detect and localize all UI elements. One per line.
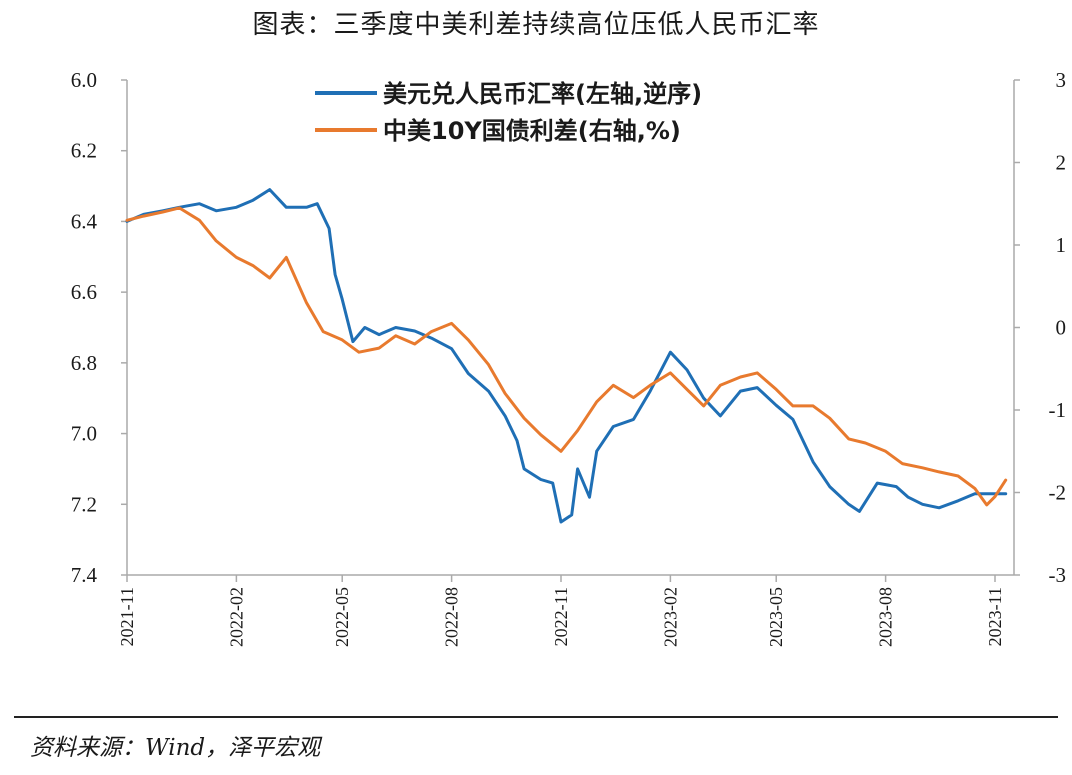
right-tick-label: 2 — [1056, 151, 1067, 175]
right-tick-label: 0 — [1056, 316, 1067, 340]
x-tick-label: 2022-08 — [442, 587, 462, 647]
x-tick-label: 2023-02 — [660, 587, 680, 647]
left-tick-label: 7.4 — [71, 563, 98, 587]
left-tick-label: 6.6 — [71, 280, 97, 304]
left-tick-label: 7.0 — [71, 422, 97, 446]
x-tick-label: 2022-02 — [226, 587, 246, 647]
chart-title: 图表：三季度中美利差持续高位压低人民币汇率 — [252, 10, 820, 40]
left-tick-label: 6.0 — [71, 68, 97, 92]
x-tick-label: 2023-08 — [876, 587, 896, 647]
right-tick-label: 1 — [1056, 233, 1067, 257]
right-tick-label: -1 — [1049, 398, 1067, 422]
left-tick-label: 6.2 — [71, 139, 97, 163]
right-tick-label: -3 — [1049, 563, 1067, 587]
x-tick-label: 2021-11 — [117, 587, 137, 646]
x-tick-label: 2023-11 — [985, 587, 1005, 646]
series-line-yield-spread — [125, 206, 1008, 507]
source-note: 资料来源：Wind，泽平宏观 — [30, 735, 321, 761]
left-tick-label: 6.4 — [71, 209, 98, 233]
legend-label-yield-spread: 中美10Y国债利差(右轴,%) — [383, 117, 681, 145]
series-line-usdcny — [125, 188, 1008, 524]
footer-divider — [14, 716, 1058, 718]
left-tick-label: 7.2 — [71, 492, 97, 516]
legend-label-usdcny: 美元兑人民币汇率(左轴,逆序) — [383, 80, 702, 108]
x-tick-label: 2023-05 — [766, 587, 786, 647]
chart-legend: 美元兑人民币汇率(左轴,逆序) 中美10Y国债利差(右轴,%) — [315, 80, 702, 145]
chart-axes: 6.0 6.2 6.4 6.6 6.8 7.0 7.2 7.4 3 2 1 0 -1 -2 -3 2021-1… — [71, 68, 1066, 647]
right-tick-label: -2 — [1049, 481, 1067, 505]
x-tick-label: 2022-11 — [551, 587, 571, 646]
x-tick-label: 2022-05 — [332, 587, 352, 647]
series-layer — [125, 188, 1008, 524]
chart-area: 6.0 6.2 6.4 6.6 6.8 7.0 7.2 7.4 3 2 1 0 -1 -2 -3 2021-1… — [71, 68, 1066, 647]
left-tick-label: 6.8 — [71, 351, 97, 375]
right-tick-label: 3 — [1056, 68, 1067, 92]
